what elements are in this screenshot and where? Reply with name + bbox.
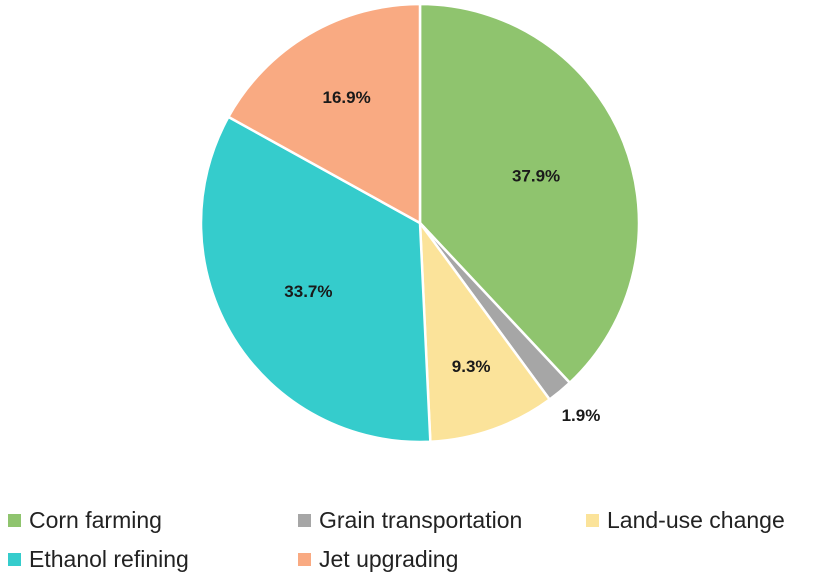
data-label-ethanol-refining: 33.7% bbox=[284, 282, 332, 301]
legend-item-corn-farming: Corn farming bbox=[8, 502, 162, 538]
pie-slices bbox=[199, 2, 641, 444]
data-label-corn-farming: 37.9% bbox=[512, 167, 560, 186]
pie-chart: 37.9% 1.9% 9.3% 33.7% 16.9% bbox=[199, 2, 641, 444]
data-label-jet-upgrading: 16.9% bbox=[323, 88, 371, 107]
legend-swatch-ethanol-refining bbox=[8, 552, 21, 566]
legend-item-land-use-change: Land-use change bbox=[586, 502, 785, 538]
legend-item-ethanol-refining: Ethanol refining bbox=[8, 541, 189, 577]
legend-label-jet-upgrading: Jet upgrading bbox=[319, 545, 459, 572]
legend-label-ethanol-refining: Ethanol refining bbox=[29, 545, 189, 572]
pie-slice-jet-upgrading bbox=[227, 2, 422, 225]
legend-swatch-jet-upgrading bbox=[298, 552, 311, 566]
pie-data-labels: 37.9% 1.9% 9.3% 33.7% 16.9% bbox=[284, 88, 600, 425]
pie-slice-land-use-change bbox=[418, 221, 551, 444]
legend-swatch-grain-transportation bbox=[298, 513, 311, 527]
pie-slice-corn-farming bbox=[418, 2, 641, 385]
legend-label-land-use-change: Land-use change bbox=[607, 506, 785, 533]
legend-label-grain-transportation: Grain transportation bbox=[319, 506, 523, 533]
legend-item-grain-transportation: Grain transportation bbox=[298, 502, 522, 538]
data-label-land-use-change: 9.3% bbox=[452, 357, 491, 376]
legend: Corn farming Grain transportation Land-u… bbox=[0, 500, 820, 577]
legend-item-jet-upgrading: Jet upgrading bbox=[298, 541, 458, 577]
data-label-grain-transportation: 1.9% bbox=[562, 406, 601, 425]
legend-swatch-land-use-change bbox=[586, 513, 599, 527]
legend-label-corn-farming: Corn farming bbox=[29, 506, 162, 533]
legend-swatch-corn-farming bbox=[8, 513, 21, 527]
